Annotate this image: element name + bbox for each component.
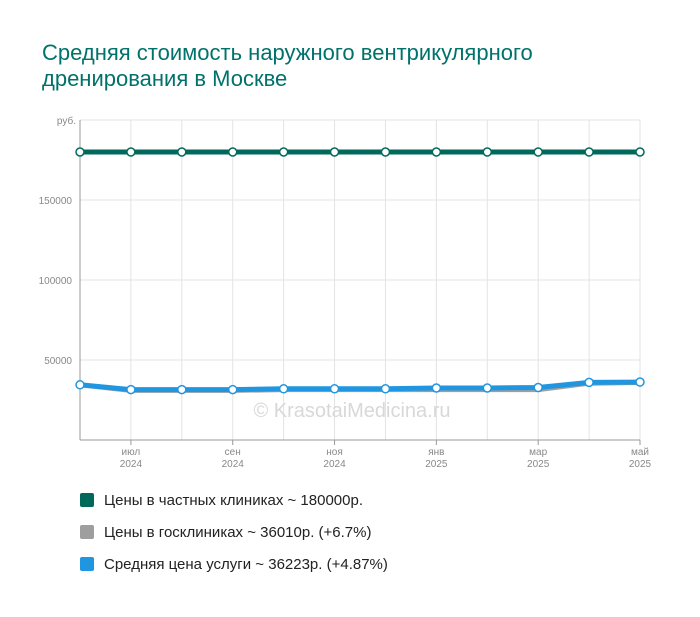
data-point[interactable] [431,383,442,393]
data-point[interactable] [227,147,238,157]
x-tick-label-year: 2025 [425,459,448,470]
x-tick-label-year: 2025 [629,459,652,470]
x-tick-label-month: мар [529,447,547,458]
data-point[interactable] [126,384,136,395]
data-point[interactable] [635,377,645,387]
data-point[interactable] [533,382,543,393]
y-unit-label: руб. [57,115,76,127]
legend-item-average[interactable]: Средняя цена услуги ~ 36223р. (+4.87%) [80,554,388,574]
data-point[interactable] [329,147,340,157]
x-tick-label-year: 2024 [323,459,346,470]
y-tick-label: 150000 [39,196,73,207]
x-tick-label-month: ноя [326,447,343,458]
data-point[interactable] [278,147,289,157]
data-point[interactable] [584,377,594,388]
x-tick-label-year: 2025 [527,459,550,470]
legend-swatch-private [80,493,94,507]
x-tick-label-year: 2024 [222,459,245,470]
x-tick-label-month: май [631,447,649,458]
data-point[interactable] [380,384,391,394]
data-point[interactable] [533,147,543,157]
x-tick-label-month: июл [122,447,141,458]
x-tick-label-year: 2024 [120,459,143,470]
data-point[interactable] [380,147,391,157]
data-point[interactable] [431,147,442,157]
series-layer [75,147,645,395]
data-point[interactable] [227,384,238,395]
data-point[interactable] [75,147,85,157]
legend-label-public: Цены в госклиниках ~ 36010р. (+6.7%) [104,523,372,541]
data-point[interactable] [329,384,340,394]
data-point[interactable] [635,147,645,157]
data-point[interactable] [126,147,136,157]
legend: Цены в частных клиниках ~ 180000р. Цены … [80,490,388,586]
data-point[interactable] [482,147,493,157]
data-point[interactable] [75,380,85,390]
x-tick-label-month: янв [428,447,444,458]
legend-label-average: Средняя цена услуги ~ 36223р. (+4.87%) [104,555,388,573]
data-point[interactable] [177,147,187,157]
y-tick-label: 100000 [39,276,73,287]
legend-swatch-public [80,525,94,539]
watermark: © KrasotaiMedicina.ru [253,400,450,422]
data-point[interactable] [278,384,289,394]
legend-label-private: Цены в частных клиниках ~ 180000р. [104,491,363,509]
x-tick-label-month: сен [225,447,241,458]
data-point[interactable] [177,384,187,395]
legend-item-private[interactable]: Цены в частных клиниках ~ 180000р. [80,490,388,510]
legend-swatch-average [80,557,94,571]
chart-title: Средняя стоимость наружного вентрикулярн… [42,40,533,91]
legend-item-public[interactable]: Цены в госклиниках ~ 36010р. (+6.7%) [80,522,388,542]
data-point[interactable] [482,383,493,393]
series-line-2 [77,379,643,393]
data-point[interactable] [584,147,594,157]
y-tick-label: 50000 [44,356,72,367]
